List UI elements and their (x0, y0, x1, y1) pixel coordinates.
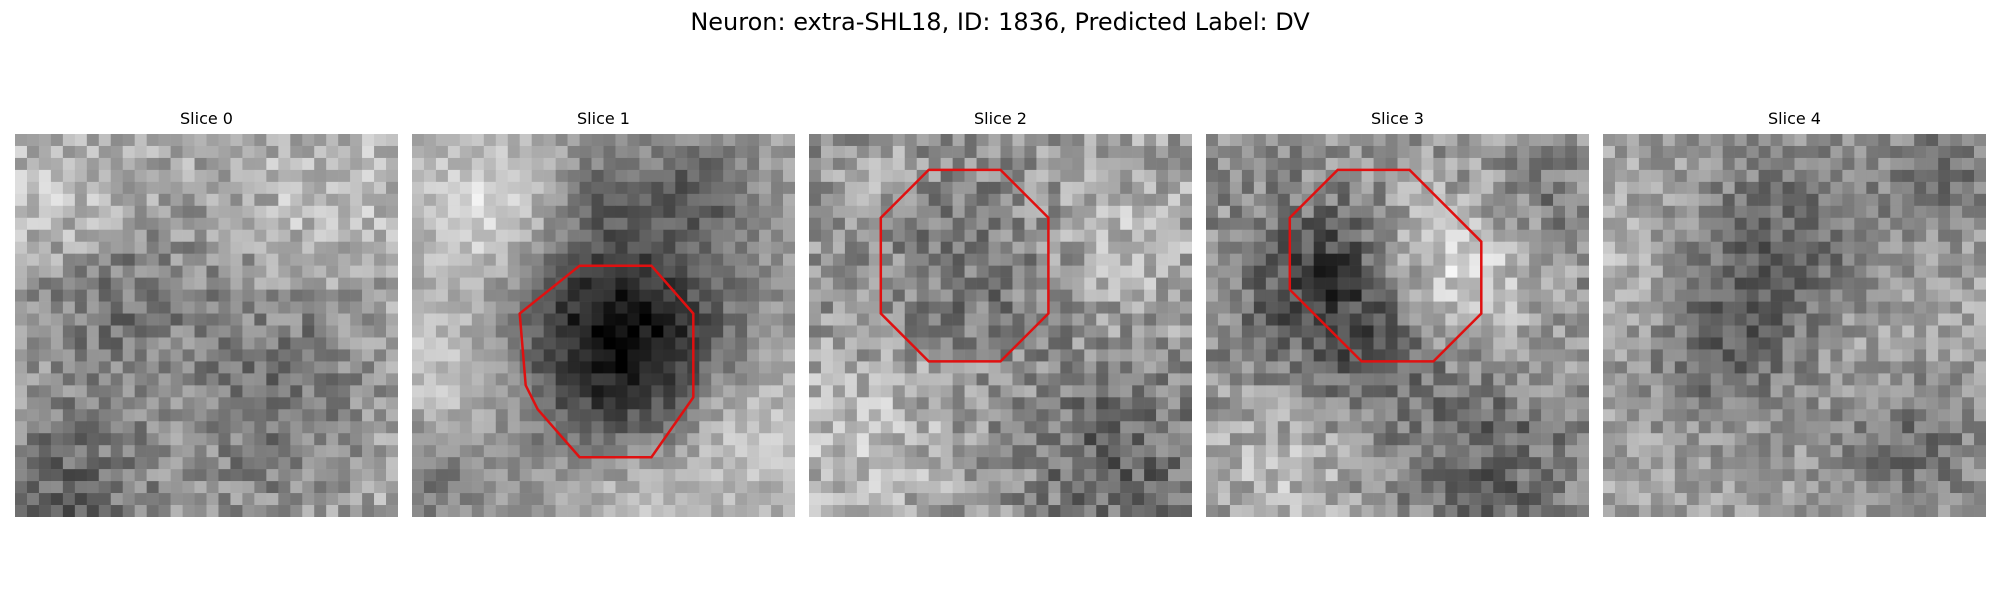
slice-title-2: Slice 2 (809, 108, 1192, 130)
slice-image-2 (809, 134, 1192, 517)
slice-panel-3: Slice 3 (1206, 108, 1589, 517)
slice-panel-4: Slice 4 (1603, 108, 1986, 517)
slice-title-4: Slice 4 (1603, 108, 1986, 130)
slice-image-4 (1603, 134, 1986, 517)
slice-panel-1: Slice 1 (412, 108, 795, 517)
slice-title-3: Slice 3 (1206, 108, 1589, 130)
slice-title-0: Slice 0 (15, 108, 398, 130)
slice-panel-2: Slice 2 (809, 108, 1192, 517)
slice-title-1: Slice 1 (412, 108, 795, 130)
slice-image-1 (412, 134, 795, 517)
slice-image-3 (1206, 134, 1589, 517)
figure-title: Neuron: extra-SHL18, ID: 1836, Predicted… (0, 8, 2000, 36)
slice-image-0 (15, 134, 398, 517)
slice-panel-0: Slice 0 (15, 108, 398, 517)
